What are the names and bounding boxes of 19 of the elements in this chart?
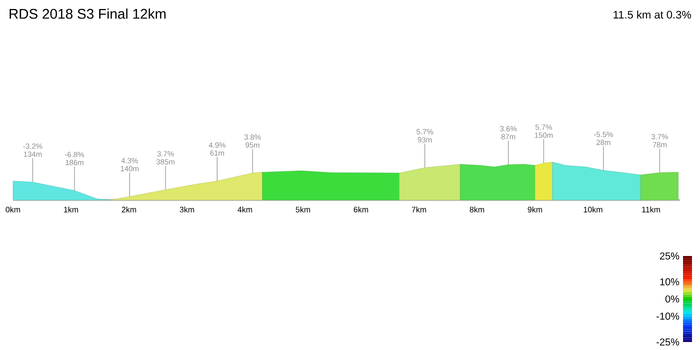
x-tick-label: 10km [584,206,602,212]
chart-title: RDS 2018 S3 Final 12km [10,8,166,19]
x-tick-label: 9km [528,206,542,212]
x-tick-label: 1km [64,206,78,212]
chart-subtitle: 11.5 km at 0.3% [614,10,692,19]
x-tick-label: 2km [122,206,136,212]
color-bar-label: -25% [656,338,680,346]
x-tick-label: 5km [296,206,310,212]
color-bar-label: 0% [665,295,680,303]
x-tick-label: 8km [470,206,484,212]
x-tick-label: 11km [642,206,660,212]
x-tick-label: 7km [412,206,426,212]
x-tick-label: 0km [6,206,20,212]
color-bar-label: 10% [660,278,680,286]
x-tick-label: 3km [180,206,194,212]
x-tick-label: 6km [354,206,368,212]
color-bar-label: 25% [660,252,680,260]
x-tick-label: 4km [238,206,252,212]
color-bar-label: -10% [656,312,680,320]
